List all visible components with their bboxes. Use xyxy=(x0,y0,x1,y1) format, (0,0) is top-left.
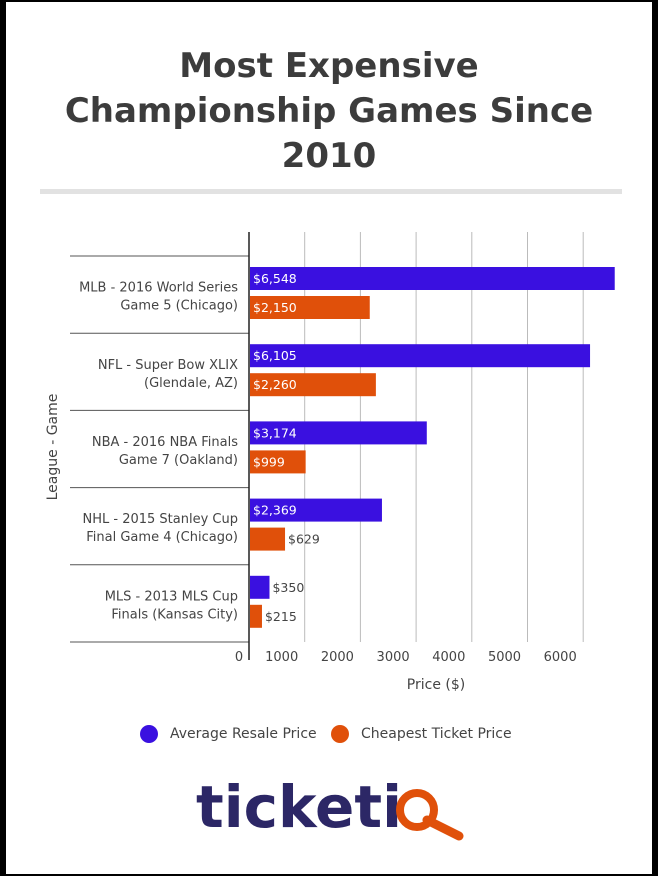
legend-label-avg: Average Resale Price xyxy=(170,726,317,742)
legend-item-avg: Average Resale Price xyxy=(140,722,317,746)
x-tick-label: 1000 xyxy=(265,650,298,665)
data-label: $2,150 xyxy=(253,300,297,315)
category-label: NFL - Super Bow XLIX xyxy=(98,358,238,373)
data-label: $6,548 xyxy=(253,271,297,286)
category-label: NHL - 2015 Stanley Cup xyxy=(83,512,238,527)
logo-wordmark: ticketi xyxy=(196,773,402,841)
bar-cheap xyxy=(250,373,376,397)
data-label: $350 xyxy=(272,580,304,595)
data-label: $2,369 xyxy=(253,503,297,518)
category-label: MLB - 2016 World Series xyxy=(79,281,238,296)
bar-chart: 0 1000 2000 3000 4000 5000 6000 Price ($) League… xyxy=(45,232,615,693)
legend-item-cheap: Cheapest Ticket Price xyxy=(331,722,512,746)
bar-avg xyxy=(250,498,382,522)
bar-avg xyxy=(250,344,591,368)
category-label: Game 7 (Oakland) xyxy=(119,453,238,468)
x-tick-label: 3000 xyxy=(377,650,410,665)
x-tick-label: 6000 xyxy=(544,650,577,665)
x-tick-label: 2000 xyxy=(321,650,354,665)
x-tick-label: 0 xyxy=(235,650,243,665)
legend: Average Resale Price Cheapest Ticket Pri… xyxy=(0,722,658,746)
data-label: $215 xyxy=(265,609,297,624)
category-label: MLS - 2013 MLS Cup xyxy=(105,589,238,604)
legend-swatch-avg xyxy=(140,725,158,743)
bar-cheap xyxy=(250,296,370,319)
data-label: $629 xyxy=(288,532,320,547)
data-label: $6,105 xyxy=(253,348,297,363)
bar-avg xyxy=(250,421,427,445)
chart-title-line-3: 2010 xyxy=(281,136,377,176)
bar-avg xyxy=(250,575,270,599)
category-label: Game 5 (Chicago) xyxy=(120,299,238,314)
chart-title: Most Expensive Championship Games Since … xyxy=(0,44,658,179)
bar-avg xyxy=(250,267,615,290)
magnifier-icon xyxy=(396,789,464,841)
category-label: (Glendale, AZ) xyxy=(144,376,238,391)
ticketiq-logo: ticketi xyxy=(196,772,476,842)
bar-cheap xyxy=(250,450,306,474)
y-axis-title: League - Game xyxy=(45,394,61,501)
title-divider xyxy=(40,189,622,194)
chart-title-line-2: Championship Games Since xyxy=(64,91,594,131)
x-tick-label: 4000 xyxy=(432,650,465,665)
data-label: $3,174 xyxy=(253,425,297,440)
legend-swatch-cheap xyxy=(331,725,349,743)
category-label: Finals (Kansas City) xyxy=(111,607,238,622)
legend-label-cheap: Cheapest Ticket Price xyxy=(361,726,512,742)
category-label: Final Game 4 (Chicago) xyxy=(86,530,238,545)
bar-cheap xyxy=(250,527,286,551)
bar-cheap xyxy=(250,604,262,628)
chart-title-line-1: Most Expensive xyxy=(179,46,479,86)
data-label: $999 xyxy=(253,454,285,469)
category-label: NBA - 2016 NBA Finals xyxy=(92,435,238,450)
data-label: $2,260 xyxy=(253,377,297,392)
x-axis-title: Price ($) xyxy=(407,677,465,693)
x-tick-label: 5000 xyxy=(488,650,521,665)
